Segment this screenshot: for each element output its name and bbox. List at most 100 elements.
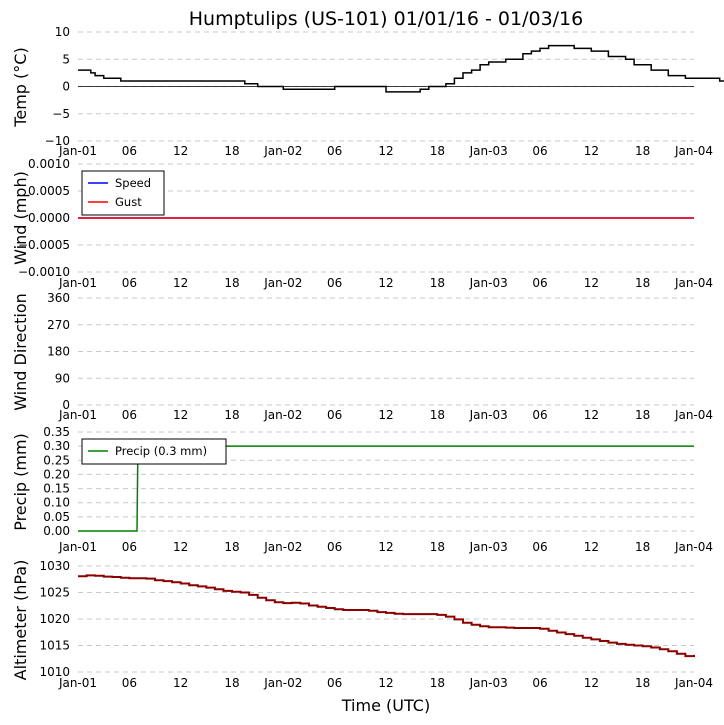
x-tick-label: Jan-04 [674, 676, 713, 690]
x-tick-label: Jan-02 [263, 144, 302, 158]
x-tick-label: Jan-02 [263, 540, 302, 554]
y-tick-label: 270 [47, 318, 70, 332]
x-tick-label: 12 [584, 676, 599, 690]
x-tick-label: Jan-03 [469, 540, 508, 554]
y-tick-label: 10 [55, 25, 70, 39]
y-tick-label: −0.0005 [18, 238, 70, 252]
x-tick-label: 18 [224, 676, 239, 690]
x-tick-label: 06 [327, 408, 342, 422]
x-tick-label: 18 [224, 540, 239, 554]
x-tick-label: 06 [122, 540, 137, 554]
series-line-temp [78, 44, 724, 93]
x-tick-label: Jan-01 [58, 276, 97, 290]
series-line-altimeter [78, 574, 695, 658]
y-axis-label: Temp (°C) [11, 47, 30, 127]
y-axis-label: Wind (mph) [11, 171, 30, 265]
x-tick-label: Jan-04 [674, 540, 713, 554]
y-tick-label: −0.0010 [18, 265, 70, 279]
y-tick-label: 0 [62, 80, 70, 94]
y-tick-label: 0.35 [43, 425, 70, 439]
chart-title: Humptulips (US-101) 01/01/16 - 01/03/16 [189, 8, 584, 30]
y-tick-label: 1010 [39, 665, 70, 679]
legend-label: Gust [115, 195, 142, 209]
x-tick-label: 18 [224, 276, 239, 290]
y-tick-label: 0.20 [43, 467, 70, 481]
x-tick-label: Jan-01 [58, 144, 97, 158]
x-tick-label: Jan-03 [469, 408, 508, 422]
y-tick-label: 1020 [39, 612, 70, 626]
y-tick-label: 0.05 [43, 510, 70, 524]
x-tick-label: 12 [173, 540, 188, 554]
x-tick-label: 06 [327, 144, 342, 158]
panel-4: 0.350.300.250.200.150.100.050.00 Jan-01 06… [11, 425, 713, 554]
legend-label: Precip (0.3 mm) [115, 444, 207, 458]
y-tick-label: 0.30 [43, 439, 70, 453]
x-tick-label: 06 [327, 676, 342, 690]
y-tick-label: 0.10 [43, 496, 70, 510]
y-tick-label: −10 [45, 134, 70, 148]
x-tick-label: 18 [635, 408, 650, 422]
y-tick-label: 180 [47, 345, 70, 359]
x-tick-label: 18 [635, 676, 650, 690]
x-tick-label: Jan-01 [58, 408, 97, 422]
x-tick-label: 18 [430, 408, 445, 422]
x-tick-label: 12 [378, 408, 393, 422]
x-tick-label: 12 [173, 676, 188, 690]
x-tick-label: 12 [584, 540, 599, 554]
series-line-precip-0-3-mm- [78, 445, 694, 532]
x-tick-label: 06 [532, 540, 547, 554]
y-tick-label: 0.0000 [28, 211, 70, 225]
y-tick-label: 0 [62, 398, 70, 412]
x-tick-label: 06 [122, 676, 137, 690]
x-tick-label: 06 [532, 408, 547, 422]
y-tick-label: −5 [52, 107, 70, 121]
y-tick-label: 0.0005 [28, 184, 70, 198]
x-tick-label: 12 [173, 408, 188, 422]
x-tick-label: 06 [327, 540, 342, 554]
y-tick-label: 1030 [39, 559, 70, 573]
x-tick-label: Jan-04 [674, 276, 713, 290]
x-tick-label: 18 [430, 540, 445, 554]
y-axis-label: Wind Direction [11, 293, 30, 411]
x-tick-label: 12 [584, 408, 599, 422]
y-axis-label: Precip (mm) [11, 433, 30, 531]
x-tick-label: 18 [224, 408, 239, 422]
y-tick-label: 0.00 [43, 524, 70, 538]
legend-label: Speed [115, 176, 151, 190]
x-tick-label: Jan-01 [58, 540, 97, 554]
x-tick-label: Jan-04 [674, 408, 713, 422]
x-tick-label: Jan-02 [263, 276, 302, 290]
y-tick-label: 0.25 [43, 453, 70, 467]
x-tick-label: 12 [378, 276, 393, 290]
x-tick-label: Jan-03 [469, 276, 508, 290]
y-tick-label: 360 [47, 291, 70, 305]
x-tick-label: 18 [430, 144, 445, 158]
x-tick-label: Jan-01 [58, 676, 97, 690]
x-tick-label: 06 [532, 276, 547, 290]
x-tick-label: 06 [327, 276, 342, 290]
x-tick-label: 18 [224, 144, 239, 158]
y-tick-label: 1015 [39, 639, 70, 653]
y-tick-label: 0.15 [43, 482, 70, 496]
y-tick-label: 5 [62, 52, 70, 66]
legend-box [81, 170, 165, 216]
x-tick-label: 18 [430, 676, 445, 690]
x-tick-label: Jan-04 [674, 144, 713, 158]
x-tick-label: 06 [532, 144, 547, 158]
x-tick-label: 18 [635, 540, 650, 554]
x-tick-label: 18 [635, 144, 650, 158]
x-tick-label: 12 [378, 144, 393, 158]
x-tick-label: 06 [122, 144, 137, 158]
x-tick-label: 12 [584, 276, 599, 290]
x-tick-label: 06 [532, 676, 547, 690]
x-tick-label: 18 [635, 276, 650, 290]
x-tick-label: Jan-03 [469, 676, 508, 690]
x-tick-label: 12 [173, 276, 188, 290]
x-tick-label: 12 [584, 144, 599, 158]
x-tick-label: 06 [122, 408, 137, 422]
